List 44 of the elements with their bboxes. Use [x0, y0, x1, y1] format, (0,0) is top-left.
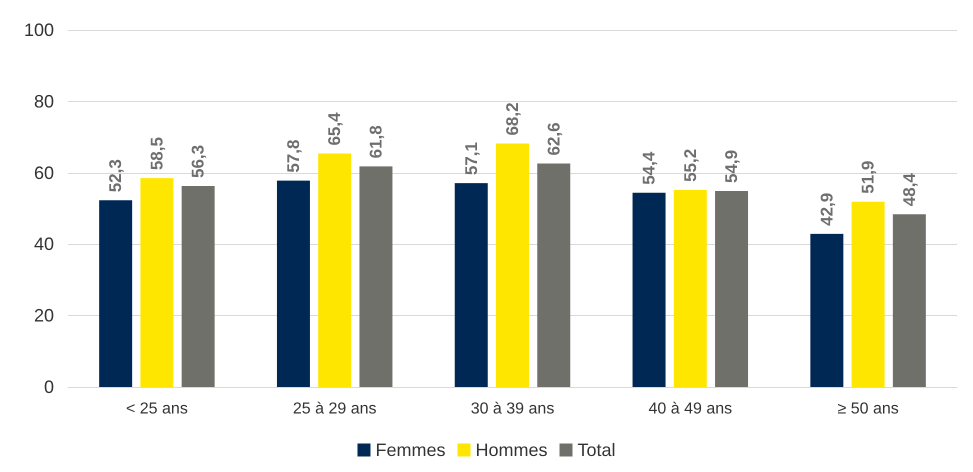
bar	[140, 178, 174, 387]
bar	[892, 214, 926, 387]
bar	[276, 180, 310, 387]
data-label: 48,4	[900, 172, 919, 206]
bar	[318, 154, 352, 387]
bar	[99, 200, 132, 387]
bar	[454, 183, 488, 387]
bar	[182, 186, 215, 387]
data-label: 51,9	[858, 160, 878, 194]
bar	[715, 191, 748, 387]
data-label: 57,1	[462, 142, 481, 176]
bar	[359, 166, 392, 387]
y-tick-label: 0	[44, 377, 54, 397]
bar	[852, 202, 885, 387]
x-tick-label: < 25 ans	[126, 400, 188, 418]
y-tick-label: 100	[24, 20, 54, 40]
data-label: 52,3	[106, 159, 126, 192]
data-label: 54,4	[640, 151, 659, 185]
x-tick-label: ≥ 50 ans	[837, 400, 899, 418]
data-label: 55,2	[680, 148, 700, 182]
data-label: 57,8	[284, 140, 303, 173]
legend-label: Femmes	[375, 440, 446, 460]
y-tick-label: 80	[34, 91, 54, 112]
y-tick-label: 40	[34, 234, 54, 254]
x-tick-label: 25 à 29 ans	[292, 400, 377, 418]
legend-label: Hommes	[475, 440, 548, 460]
data-label: 54,9	[722, 150, 742, 184]
data-label: 56,3	[188, 144, 208, 178]
bar	[810, 234, 844, 387]
legend-label: Total	[577, 440, 616, 460]
data-label: 62,6	[544, 122, 564, 156]
bar	[496, 144, 529, 387]
bar	[674, 190, 707, 387]
data-label: 65,4	[325, 112, 344, 146]
data-label: 42,9	[817, 192, 836, 226]
x-tick-label: 30 à 39 ans	[470, 400, 554, 418]
data-label: 58,5	[147, 137, 166, 170]
bar	[632, 192, 666, 387]
data-label: 61,8	[366, 125, 386, 158]
data-label: 68,2	[503, 102, 522, 136]
x-tick-label: 40 à 49 ans	[648, 400, 732, 418]
y-tick-label: 20	[34, 306, 54, 326]
y-tick-label: 60	[34, 162, 54, 183]
bar	[537, 164, 570, 387]
